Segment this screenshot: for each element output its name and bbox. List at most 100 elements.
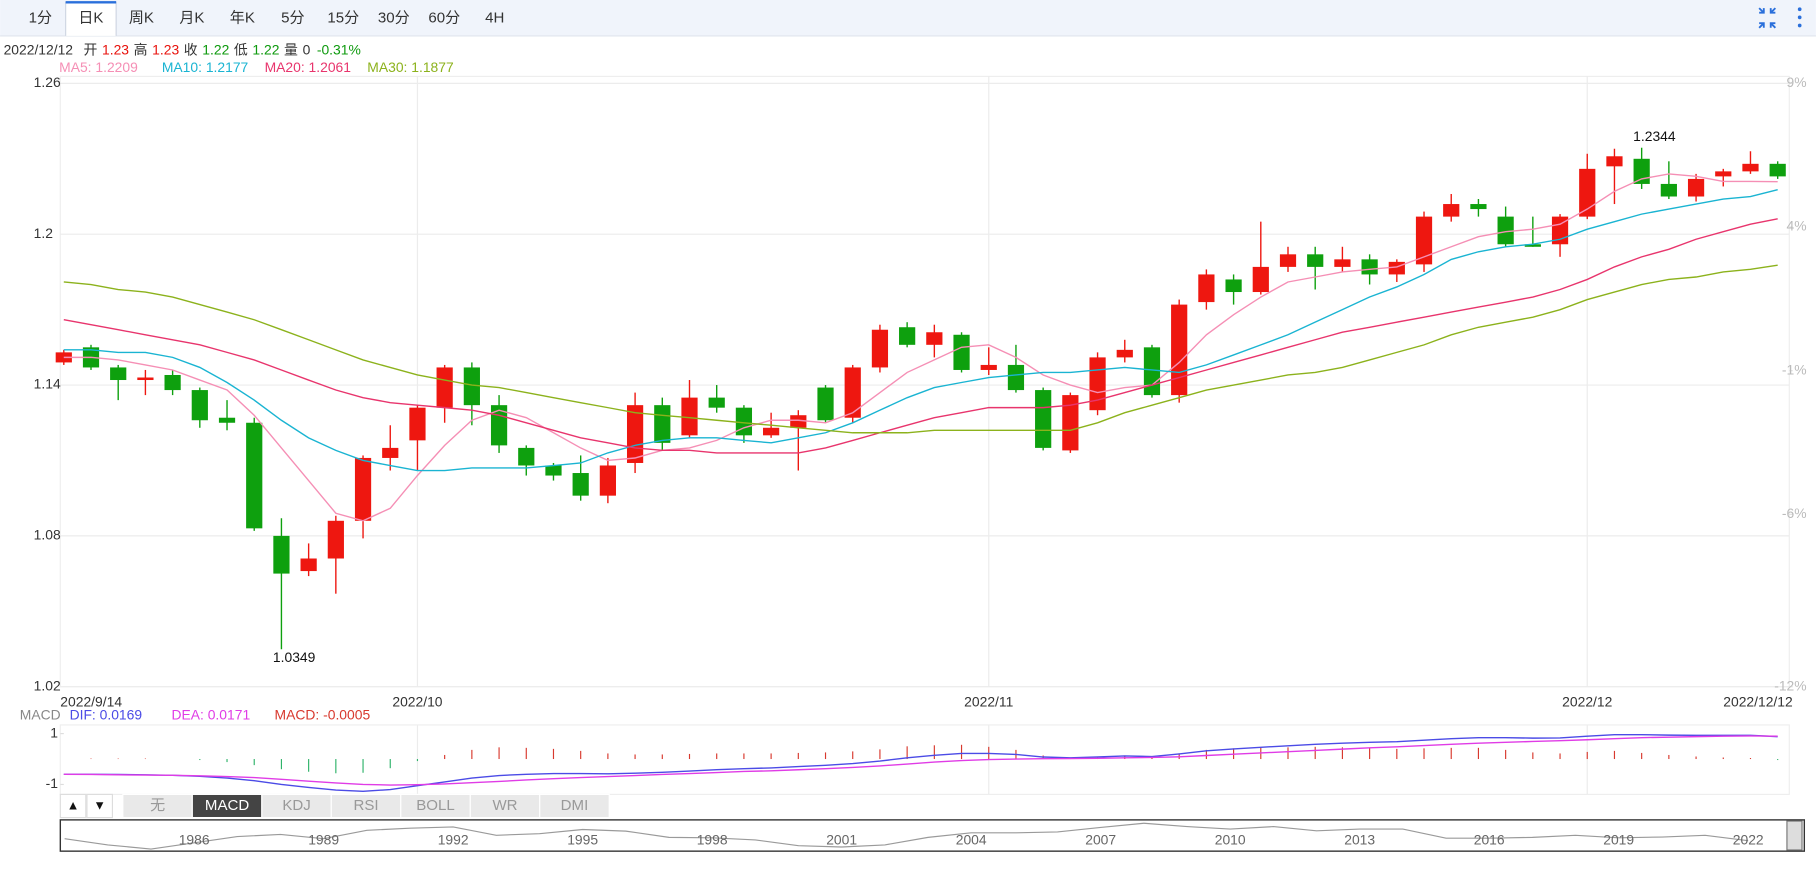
y-tick-label: 1.02: [34, 677, 61, 693]
period-tab[interactable]: 30分: [378, 9, 410, 26]
candle-body: [1470, 204, 1487, 210]
period-tab[interactable]: 周K: [129, 9, 154, 26]
arrow-button-label[interactable]: ▼: [93, 797, 106, 812]
arrow-button-label[interactable]: ▲: [67, 797, 80, 812]
indicator-tab-label[interactable]: RSI: [353, 797, 378, 814]
menu-icon[interactable]: [1797, 7, 1802, 28]
macd-legend: MACD: -0.0005: [275, 706, 371, 722]
quote-field-value: 1.23: [102, 42, 129, 58]
indicator-tab[interactable]: KDJ: [261, 793, 332, 819]
indicator-tab-label[interactable]: WR: [492, 797, 517, 814]
macd-line: [63, 733, 1778, 792]
candle-body: [926, 332, 943, 345]
period-tab-label[interactable]: 周K: [129, 9, 154, 26]
candle-body: [1307, 254, 1324, 267]
candle-body: [1606, 156, 1623, 167]
x-tick-label: 2022/9/14: [60, 694, 122, 710]
period-tab-label[interactable]: 15分: [327, 9, 359, 26]
period-tab[interactable]: 年K: [230, 9, 255, 26]
quote-field-label: 低: [234, 42, 248, 58]
candle-body: [1035, 390, 1052, 448]
period-tab[interactable]: 60分: [428, 9, 460, 26]
period-tab[interactable]: 4H: [485, 9, 504, 26]
indicator-tab[interactable]: MACD: [191, 793, 263, 819]
plot-frame: [59, 75, 1790, 688]
candle-body: [382, 447, 399, 458]
period-tab[interactable]: 5分: [281, 9, 304, 26]
ma-line: [63, 264, 1778, 434]
period-tab[interactable]: 1分: [29, 9, 52, 26]
candle-body: [681, 397, 698, 436]
period-tab-label[interactable]: 30分: [378, 9, 410, 26]
navigator-year: 2007: [1085, 831, 1116, 847]
period-tab-label[interactable]: 4H: [485, 9, 504, 26]
indicator-tab[interactable]: DMI: [539, 793, 610, 819]
arrow-button[interactable]: ▼: [86, 793, 114, 819]
candle-body: [953, 334, 970, 370]
period-tab-label[interactable]: 5分: [281, 9, 304, 26]
candle-body: [817, 387, 834, 421]
indicator-tab[interactable]: BOLL: [400, 793, 471, 819]
indicator-tab-label[interactable]: DMI: [561, 797, 589, 814]
fullscreen-icon[interactable]: [1758, 7, 1777, 29]
candle-body: [1687, 178, 1705, 197]
indicator-tab[interactable]: RSI: [330, 793, 402, 819]
y-tick-label: 1.08: [34, 527, 61, 543]
candle-body: [436, 367, 453, 408]
ma-line: [63, 173, 1778, 522]
candle-body: [191, 390, 208, 421]
x-tick-label: 2022/12/12: [1723, 694, 1793, 710]
period-tab-label[interactable]: 年K: [230, 9, 255, 26]
candle-body: [246, 422, 263, 529]
toolbar: [0, 0, 1816, 36]
y2-tick-label: -1%: [1782, 361, 1807, 377]
indicator-tab[interactable]: WR: [469, 793, 541, 819]
candle-body: [273, 535, 290, 574]
candle-body: [300, 558, 317, 572]
indicator-tab-label[interactable]: MACD: [205, 797, 249, 814]
period-tab-label[interactable]: 月K: [179, 9, 204, 26]
legend-entry: MA10: 1.2177: [162, 59, 249, 75]
candle-body: [735, 407, 753, 436]
indicator-tab-label[interactable]: KDJ: [282, 797, 310, 814]
quote-field-label: 收: [184, 42, 198, 58]
ma-line: [63, 218, 1778, 454]
candle-body: [1524, 244, 1541, 247]
navigator-year: 1992: [438, 831, 469, 847]
candle-body: [1361, 259, 1378, 275]
navigator: 1986 1989 1992 1995 1998 2001 2004 2007 2010 2013…: [59, 819, 1806, 852]
candle-body: [409, 407, 426, 441]
arrow-button-bg: [59, 793, 87, 819]
candle-body: [327, 520, 344, 559]
quote-field-value: 1.23: [152, 42, 179, 58]
indicator-tab[interactable]: 无: [122, 793, 193, 819]
arrow-button[interactable]: ▲: [59, 793, 87, 819]
navigator-year: 2019: [1603, 831, 1634, 847]
period-tab[interactable]: 日K: [65, 1, 117, 36]
navigator-year: 2001: [826, 831, 857, 847]
candle-body: [1443, 204, 1460, 217]
quote-field-value: 0: [303, 42, 311, 58]
arrow-button-bg: [86, 793, 114, 819]
quote-field-label: 量: [284, 42, 298, 58]
candle-body: [1660, 183, 1677, 197]
navigator-handle[interactable]: [1786, 820, 1803, 851]
period-tab-label[interactable]: 日K: [78, 9, 103, 26]
candle-body: [1198, 274, 1215, 303]
indicator-tab-label[interactable]: 无: [150, 797, 165, 814]
indicator-tab-label[interactable]: BOLL: [416, 797, 454, 814]
navigator-year: 1986: [179, 831, 210, 847]
candle-body: [1388, 261, 1405, 275]
y-tick-label: 1.26: [34, 74, 61, 90]
navigator-year: 2013: [1344, 831, 1375, 847]
period-tab[interactable]: 月K: [179, 9, 204, 26]
period-tab-label[interactable]: 60分: [428, 9, 460, 26]
period-tab-label[interactable]: 1分: [29, 9, 52, 26]
candle-body: [1415, 216, 1433, 265]
macd-legend: DIF: 0.0169: [70, 706, 143, 722]
candle-body: [545, 465, 562, 476]
y2-tick-label: -12%: [1774, 677, 1806, 693]
period-tab[interactable]: 15分: [327, 9, 359, 26]
period-tabs: 1分 日K 周K 月K 年K 5分 15分 30分 60分 4H: [29, 1, 504, 36]
macd-y-tick-label: 1: [50, 724, 58, 740]
